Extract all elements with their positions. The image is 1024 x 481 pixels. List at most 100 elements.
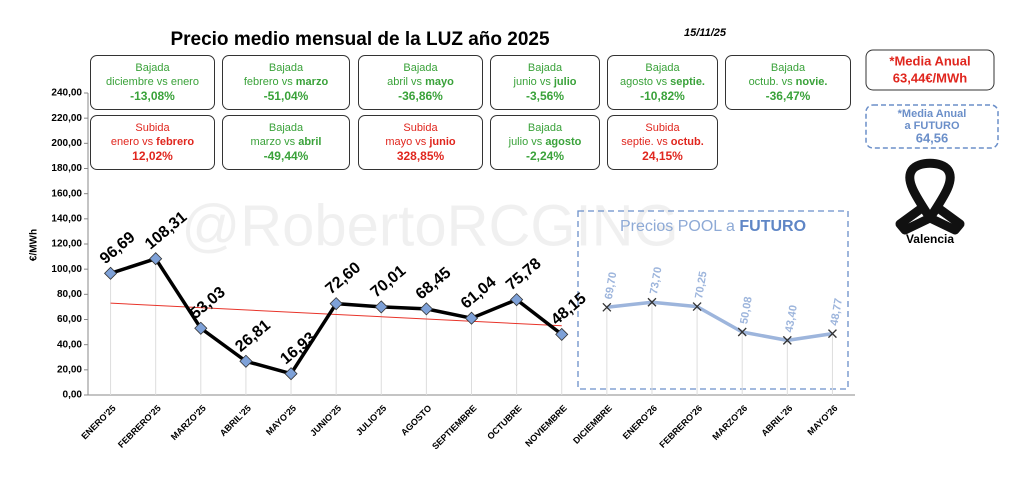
y-tick-label: 200,00 xyxy=(51,138,82,149)
box-comparison-text: julio xyxy=(553,76,577,88)
box-kind: Bajada xyxy=(491,61,599,75)
comparison-box: Bajada julio vs agosto -2,24% xyxy=(490,115,600,170)
future-average-label: a FUTURO xyxy=(905,120,960,132)
box-percent-text: -2,24% xyxy=(525,149,565,163)
box-kind-text: Bajada xyxy=(645,62,680,74)
future-frame xyxy=(577,210,849,390)
y-tick-label: 0,00 xyxy=(63,390,83,401)
box-percent-text: 12,02% xyxy=(132,149,173,163)
box-comparison-text: octub. vs xyxy=(748,76,796,88)
marker xyxy=(464,311,479,325)
box-percent-text: -13,08% xyxy=(130,89,175,103)
box-comparison-text: junio xyxy=(429,136,456,148)
box-kind: Bajada xyxy=(726,61,850,75)
box-comparison-text: enero vs xyxy=(110,136,157,148)
marker xyxy=(374,300,388,314)
comparison-box: Bajada marzo vs abril -49,44% xyxy=(222,115,350,170)
marker xyxy=(194,321,208,335)
box-comparison: junio vs julio xyxy=(491,75,599,89)
y-tick-label: 80,00 xyxy=(57,289,82,300)
x-tick-label: MAYO'26 xyxy=(805,403,839,437)
x-tick-label: ENERO'26 xyxy=(621,403,659,441)
box-kind-text: Subida xyxy=(135,122,170,134)
box-comparison: abril vs mayo xyxy=(359,75,482,89)
box-comparison-text: junio vs xyxy=(513,76,554,88)
future-average-box xyxy=(865,104,999,149)
marker xyxy=(149,252,163,266)
box-kind: Bajada xyxy=(359,61,482,75)
box-kind: Subida xyxy=(359,121,482,135)
y-tick-label: 160,00 xyxy=(51,188,82,199)
value-label: 48,15 xyxy=(548,290,590,329)
box-comparison: julio vs agosto xyxy=(491,135,599,149)
box-percent-text: -49,44% xyxy=(263,149,309,163)
marker xyxy=(239,354,253,368)
comparison-box: Bajada febrero vs marzo -51,04% xyxy=(222,55,350,110)
box-comparison-text: septie. xyxy=(670,76,705,88)
comparison-box: Subida enero vs febrero 12,02% xyxy=(90,115,215,170)
comparison-box: Subida septie. vs octub. 24,15% xyxy=(607,115,718,170)
x-tick-label: JULIO'25 xyxy=(354,403,388,437)
x-tick-label: MAYO'25 xyxy=(264,403,298,437)
box-percent-text: 328,85% xyxy=(396,149,445,163)
value-label: 70,01 xyxy=(368,262,410,301)
box-percent: -36,47% xyxy=(726,89,850,103)
marker xyxy=(284,367,298,381)
value-label: 69,70 xyxy=(603,271,620,300)
ribbon-label: Valencia xyxy=(906,232,954,246)
value-label: 61,04 xyxy=(458,274,500,313)
value-label: 43,40 xyxy=(783,304,800,333)
box-kind: Subida xyxy=(91,121,214,135)
marker xyxy=(555,327,569,341)
y-tick-label: 100,00 xyxy=(51,264,82,275)
x-tick-label: MARZO'26 xyxy=(710,403,749,442)
box-kind-text: Subida xyxy=(403,122,438,134)
x-tick-label: SEPTIEMBRE xyxy=(430,403,478,451)
box-comparison-text: agosto xyxy=(545,136,582,148)
comparison-box: Bajada junio vs julio -3,56% xyxy=(490,55,600,110)
box-comparison: mayo vs junio xyxy=(359,135,482,149)
value-label: 68,45 xyxy=(413,264,455,303)
box-comparison: diciembre vs enero xyxy=(91,75,214,89)
box-kind: Bajada xyxy=(608,61,717,75)
box-kind-text: Bajada xyxy=(268,62,304,74)
box-comparison-text: julio vs xyxy=(508,136,546,148)
marker xyxy=(510,293,524,307)
x-tick-label: JUNIO'25 xyxy=(308,403,343,438)
box-kind-text: Bajada xyxy=(268,122,304,134)
watermark: @RobertoRCGING xyxy=(181,193,678,258)
box-kind: Bajada xyxy=(223,121,349,135)
box-percent: 12,02% xyxy=(91,149,214,163)
box-comparison-text: abril xyxy=(298,136,322,148)
annual-average-box xyxy=(865,49,995,91)
box-kind-text: Subida xyxy=(645,122,680,134)
comparison-box: Bajada abril vs mayo -36,86% xyxy=(358,55,483,110)
marker xyxy=(692,302,702,312)
box-percent: -2,24% xyxy=(491,149,599,163)
y-tick-label: 40,00 xyxy=(57,339,82,350)
box-kind-text: Bajada xyxy=(770,62,806,74)
box-percent-text: -10,82% xyxy=(640,89,685,103)
box-percent-text: -36,86% xyxy=(398,89,443,103)
box-comparison-text: septie. vs xyxy=(621,136,671,148)
value-label: 26,81 xyxy=(232,317,274,356)
x-tick-label: MARZO'25 xyxy=(169,403,208,442)
value-label: 50,08 xyxy=(738,296,755,325)
y-tick-label: 180,00 xyxy=(51,163,82,174)
box-comparison-text: agosto vs xyxy=(620,76,671,88)
value-label: 72,60 xyxy=(323,259,365,298)
box-kind-text: Bajada xyxy=(527,122,563,134)
box-percent: 24,15% xyxy=(608,149,717,163)
box-percent: -13,08% xyxy=(91,89,214,103)
box-kind: Bajada xyxy=(91,61,214,75)
box-percent-text: -51,04% xyxy=(263,89,309,103)
marker xyxy=(103,266,118,280)
marker xyxy=(602,302,612,312)
value-label: 73,70 xyxy=(648,266,665,295)
value-label: 48,77 xyxy=(828,297,845,326)
marker xyxy=(419,302,433,316)
y-tick-label: 240,00 xyxy=(51,88,82,99)
x-tick-label: ABRIL'25 xyxy=(218,403,253,438)
